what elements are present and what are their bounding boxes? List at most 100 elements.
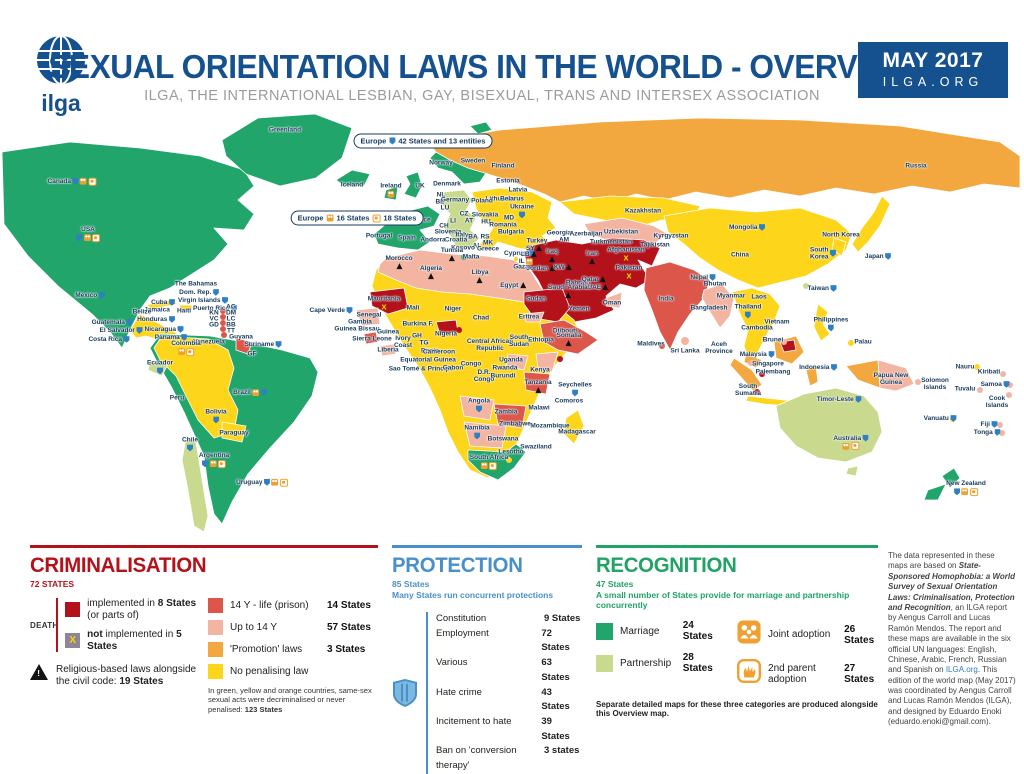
map-label: CZ	[460, 210, 469, 217]
country-name: Mexico	[75, 291, 98, 299]
shield-icon	[275, 340, 282, 348]
joint-adoption-icon	[842, 442, 850, 450]
map-label: Comoros	[555, 397, 584, 404]
warning-icon	[602, 284, 609, 291]
legend-swatch	[208, 642, 223, 657]
country-name: Swaziland	[520, 443, 552, 451]
map-spot	[659, 343, 665, 349]
map-label: Zambia	[495, 408, 518, 415]
page-subtitle: ILGA, THE INTERNATIONAL LESBIAN, GAY, BI…	[144, 88, 820, 104]
shield-icon	[230, 304, 237, 312]
text-segment: implemented in	[87, 598, 158, 609]
map-label: Nepal	[690, 273, 716, 281]
callout-text: 42 States and 13 entities	[398, 136, 486, 146]
map-label: Nauru	[956, 363, 975, 370]
map-label: Iran	[586, 250, 598, 264]
country-name: Turkmenistan	[589, 238, 633, 246]
map-label: Ecuador	[147, 360, 173, 375]
map-label: Virgin Islands	[178, 296, 229, 304]
map-label: Tanzania	[524, 379, 552, 393]
country-name: Nauru	[955, 363, 975, 371]
map-label: Greenland	[269, 126, 301, 133]
map-spot	[781, 339, 787, 345]
map-label: Mexico	[75, 291, 105, 299]
map-label: D.R. Congo	[474, 369, 495, 383]
map-spot	[220, 314, 226, 320]
country-name: Andorra	[420, 236, 446, 244]
country-name: Morocco	[385, 255, 413, 263]
protection-note: Many States run concurrent protections	[392, 590, 554, 600]
map-label: Romania	[489, 221, 516, 228]
shield-icon	[168, 298, 175, 306]
country-name: Kosovo	[451, 244, 475, 252]
text-segment: Religious-based laws alongside the civil…	[56, 664, 197, 687]
country-name: UAE	[587, 283, 602, 291]
country-name: Namibia	[464, 424, 490, 432]
country-name: AM	[558, 236, 570, 244]
map-label: Belarus	[500, 195, 524, 202]
map-label: Singapore	[752, 360, 784, 367]
legend-label: Ban on 'conversion therapy'	[436, 745, 517, 772]
country-name: GF	[247, 350, 257, 358]
map-label: Papua New Guinea	[874, 372, 909, 386]
country-name: Panama	[154, 333, 180, 341]
death-label: DEATH	[30, 620, 59, 630]
country-name: Congo	[460, 360, 482, 368]
country-name: Zambia	[494, 408, 518, 416]
map-label: Norway	[429, 159, 452, 166]
country-name: Burkina F.	[402, 320, 434, 328]
country-name: Egypt	[500, 281, 519, 289]
warning-icon	[566, 264, 573, 271]
country-name: Greenland	[268, 126, 302, 134]
warning-icon: !	[30, 664, 48, 680]
map-label: RS	[480, 233, 489, 240]
country-name: Liberia	[377, 346, 399, 354]
country-name: Indonesia	[799, 363, 830, 371]
legend-value: 39 States	[541, 716, 570, 742]
shield-icon	[168, 315, 175, 323]
protection-row: Ban on 'conversion therapy' 3 states	[436, 744, 582, 773]
warning-icon	[396, 262, 402, 269]
warning-icon	[566, 339, 572, 346]
warning-icon	[476, 276, 483, 283]
criminalisation-title: CRIMINALISATION	[30, 554, 207, 577]
country-name: Honduras	[137, 315, 168, 323]
recognition-row: Marriage 24 States	[596, 620, 721, 642]
map-label: BE	[435, 198, 444, 205]
country-name: Lesotho	[498, 448, 524, 456]
map-label: Senegal	[357, 311, 382, 318]
country-name: Papua New Guinea	[873, 371, 909, 386]
shield-icon	[222, 296, 229, 304]
shield-icon	[829, 249, 836, 257]
country-name: BE	[435, 198, 445, 206]
legend-label: Various	[436, 657, 468, 669]
map-label: Kiribati	[978, 368, 1000, 375]
map-label: LU	[441, 204, 450, 211]
country-name: Cameroon	[422, 348, 456, 356]
country-name: Kazakhstan	[624, 207, 662, 215]
legend-label: 14 Y - life (prison)	[230, 599, 309, 611]
country-name: El Salvador	[99, 326, 135, 334]
map-label: Guyana	[229, 333, 253, 340]
map-label: Slovakia	[472, 211, 498, 218]
warning-icon	[588, 257, 595, 264]
recognition-count: 47 States	[596, 579, 634, 589]
text-segment: . This edition of the world map (May 201…	[888, 665, 1016, 727]
map-label: Russia	[905, 162, 926, 169]
text-segment: State-Sponsored Homophobia: a World Surv…	[888, 561, 1015, 612]
text-segment: In green, yellow and orange countries, s…	[208, 686, 372, 714]
country-name: Brazil	[233, 388, 251, 396]
joint-adoption-icon	[252, 388, 260, 396]
country-name: Solomon Islands	[921, 376, 949, 391]
country-name: LC	[226, 315, 236, 323]
map-label: Guatemala	[92, 318, 133, 326]
map-label: Jordan	[526, 264, 556, 272]
country-name: Portugal	[365, 232, 393, 240]
callout-text: 18 States	[383, 213, 417, 223]
second-parent-adoption-icon	[88, 177, 97, 186]
map-label: Guinea	[377, 328, 399, 335]
shield-icon	[177, 325, 184, 333]
map-spot	[999, 430, 1005, 436]
country-name: Costa Rica	[88, 335, 123, 343]
shield-icon	[389, 137, 396, 145]
